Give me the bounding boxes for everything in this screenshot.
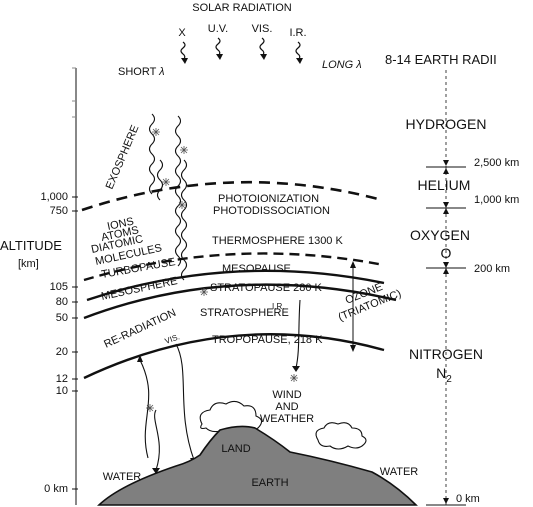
tick-12: 12 [56, 373, 68, 385]
oxygen-symbol: O [441, 245, 452, 261]
incoming-radiation-arrows [180, 37, 301, 60]
turbopause-dashed-curve [83, 252, 385, 282]
earth-label: EARTH [251, 477, 288, 489]
land-label: LAND [221, 443, 250, 455]
weather-label: WEATHER [260, 413, 314, 425]
exosphere-boundary-dashed [81, 180, 383, 212]
earth-radii-label: 8-14 EARTH RADII [385, 52, 497, 67]
mesopause-label: MESOPAUSE [222, 263, 291, 275]
tick-1000: 1,000 [40, 191, 68, 203]
helium-label: HELIUM [418, 177, 471, 193]
ions-label: IONS [106, 216, 135, 233]
wind-label: WIND [272, 389, 301, 401]
hydrogen-label: HYDROGEN [406, 116, 487, 132]
ir-small-label: I.R. [272, 302, 284, 311]
tick-750: 750 [50, 205, 68, 217]
nitrogen-label: NITROGEN [409, 346, 483, 362]
tick-10: 10 [56, 385, 68, 397]
mesopause-curve [86, 269, 385, 302]
stratopause-curve [83, 283, 397, 320]
water-left-label: WATER [103, 471, 142, 483]
composition-arrows [443, 160, 449, 504]
diagram-title: SOLAR RADIATION [192, 2, 291, 14]
water-right-label: WATER [380, 466, 419, 478]
incoming-arrowheads [181, 54, 303, 64]
radiation-wave-paths [148, 113, 188, 281]
tick-20: 20 [56, 346, 68, 358]
long-wavelength-label: LONG λ [322, 59, 362, 71]
band-ir-label: I.R. [289, 27, 306, 39]
tick-80: 80 [56, 296, 68, 308]
cloud-right [315, 422, 367, 450]
tick-50: 50 [56, 312, 68, 324]
alt-200-label: 200 km [474, 263, 510, 275]
short-wavelength-label: SHORT λ [118, 66, 165, 78]
photodissociation-label: PHOTODISSOCIATION [213, 205, 330, 217]
altitude-ticks [72, 196, 78, 490]
ozone-range-arrow [350, 261, 356, 352]
stratopause-label: STRATOPAUSE 280 K [210, 282, 323, 294]
tick-0: 0 km [44, 483, 68, 495]
photoionization-label: PHOTOIONIZATION [218, 193, 319, 205]
alt-1000-label: 1,000 km [474, 194, 519, 206]
tropopause-label: TROPOPAUSE, 218 K [212, 334, 323, 346]
cloud-left [199, 400, 263, 434]
thermosphere-label: THERMOSPHERE 1300 K [212, 235, 343, 247]
alt-0-label: 0 km [456, 493, 480, 505]
nitrogen-symbol: N2 [436, 365, 452, 385]
oxygen-label: OXYGEN [410, 227, 470, 243]
altitude-axis-title: ALTITUDE [0, 238, 62, 253]
band-vis-label: VIS. [252, 23, 273, 35]
re-radiation-arrows [139, 299, 301, 471]
absorption-bursts [146, 128, 298, 412]
alt-2500-label: 2,500 km [474, 157, 519, 169]
band-uv-label: U.V. [208, 23, 228, 35]
exosphere-label: EXOSPHERE [104, 123, 142, 191]
tick-105: 105 [50, 281, 68, 293]
band-x-label: X [178, 27, 186, 39]
earth-surface [96, 425, 418, 506]
and-label: AND [275, 401, 298, 413]
stratosphere-label: STRATOSPHERE [200, 307, 289, 319]
altitude-axis-minor-ticks [72, 67, 76, 118]
altitude-axis-unit: [km] [18, 258, 39, 270]
tropopause-curve [83, 333, 385, 380]
